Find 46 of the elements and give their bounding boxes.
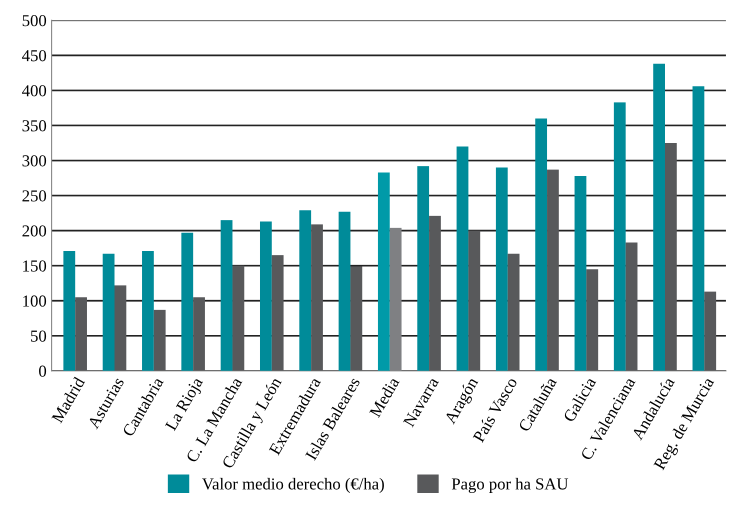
- bar: [468, 230, 480, 371]
- bar: [102, 254, 115, 371]
- bar: [63, 250, 76, 371]
- bar: [299, 210, 312, 371]
- bar: [626, 242, 638, 371]
- bar: [535, 118, 548, 371]
- bar: [508, 254, 520, 371]
- y-tick-label: 0: [39, 366, 46, 377]
- bar: [664, 143, 677, 371]
- bar: [75, 297, 87, 371]
- bar: [574, 176, 586, 371]
- bar: [653, 64, 665, 371]
- bar: [496, 168, 508, 371]
- legend-label: Pago por ha SAU: [452, 478, 568, 493]
- bar: [429, 216, 441, 371]
- bar: [114, 285, 126, 371]
- y-tick-label: 300: [22, 155, 46, 166]
- y-tick-label: 250: [22, 190, 46, 202]
- bar: [193, 297, 205, 371]
- bar: [378, 172, 390, 371]
- bar: [614, 102, 626, 371]
- bar: [220, 220, 232, 371]
- y-tick-label: 50: [31, 330, 46, 342]
- y-tick-label: 200: [22, 225, 46, 237]
- legend-label: Valor medio derecho (€/ha): [202, 478, 384, 493]
- y-tick-label: 450: [22, 50, 46, 62]
- bar: [547, 170, 559, 371]
- y-tick-label: 500: [22, 15, 46, 26]
- bar: [586, 269, 598, 371]
- bar: [154, 310, 166, 371]
- bar: [338, 212, 350, 371]
- bar: [232, 266, 244, 371]
- bar: [142, 250, 154, 371]
- y-tick-label: 350: [22, 120, 46, 132]
- y-tick-label: 100: [23, 295, 46, 307]
- bar: [311, 224, 323, 371]
- bar: [456, 146, 468, 371]
- bar: [704, 292, 716, 371]
- bar: [272, 255, 284, 371]
- y-tick-label: 150: [23, 260, 46, 272]
- bar: [181, 232, 194, 371]
- bar: [260, 222, 272, 371]
- bar: [350, 266, 362, 371]
- bar: [692, 86, 704, 371]
- y-tick-label: 400: [22, 85, 46, 96]
- bar: [417, 166, 430, 371]
